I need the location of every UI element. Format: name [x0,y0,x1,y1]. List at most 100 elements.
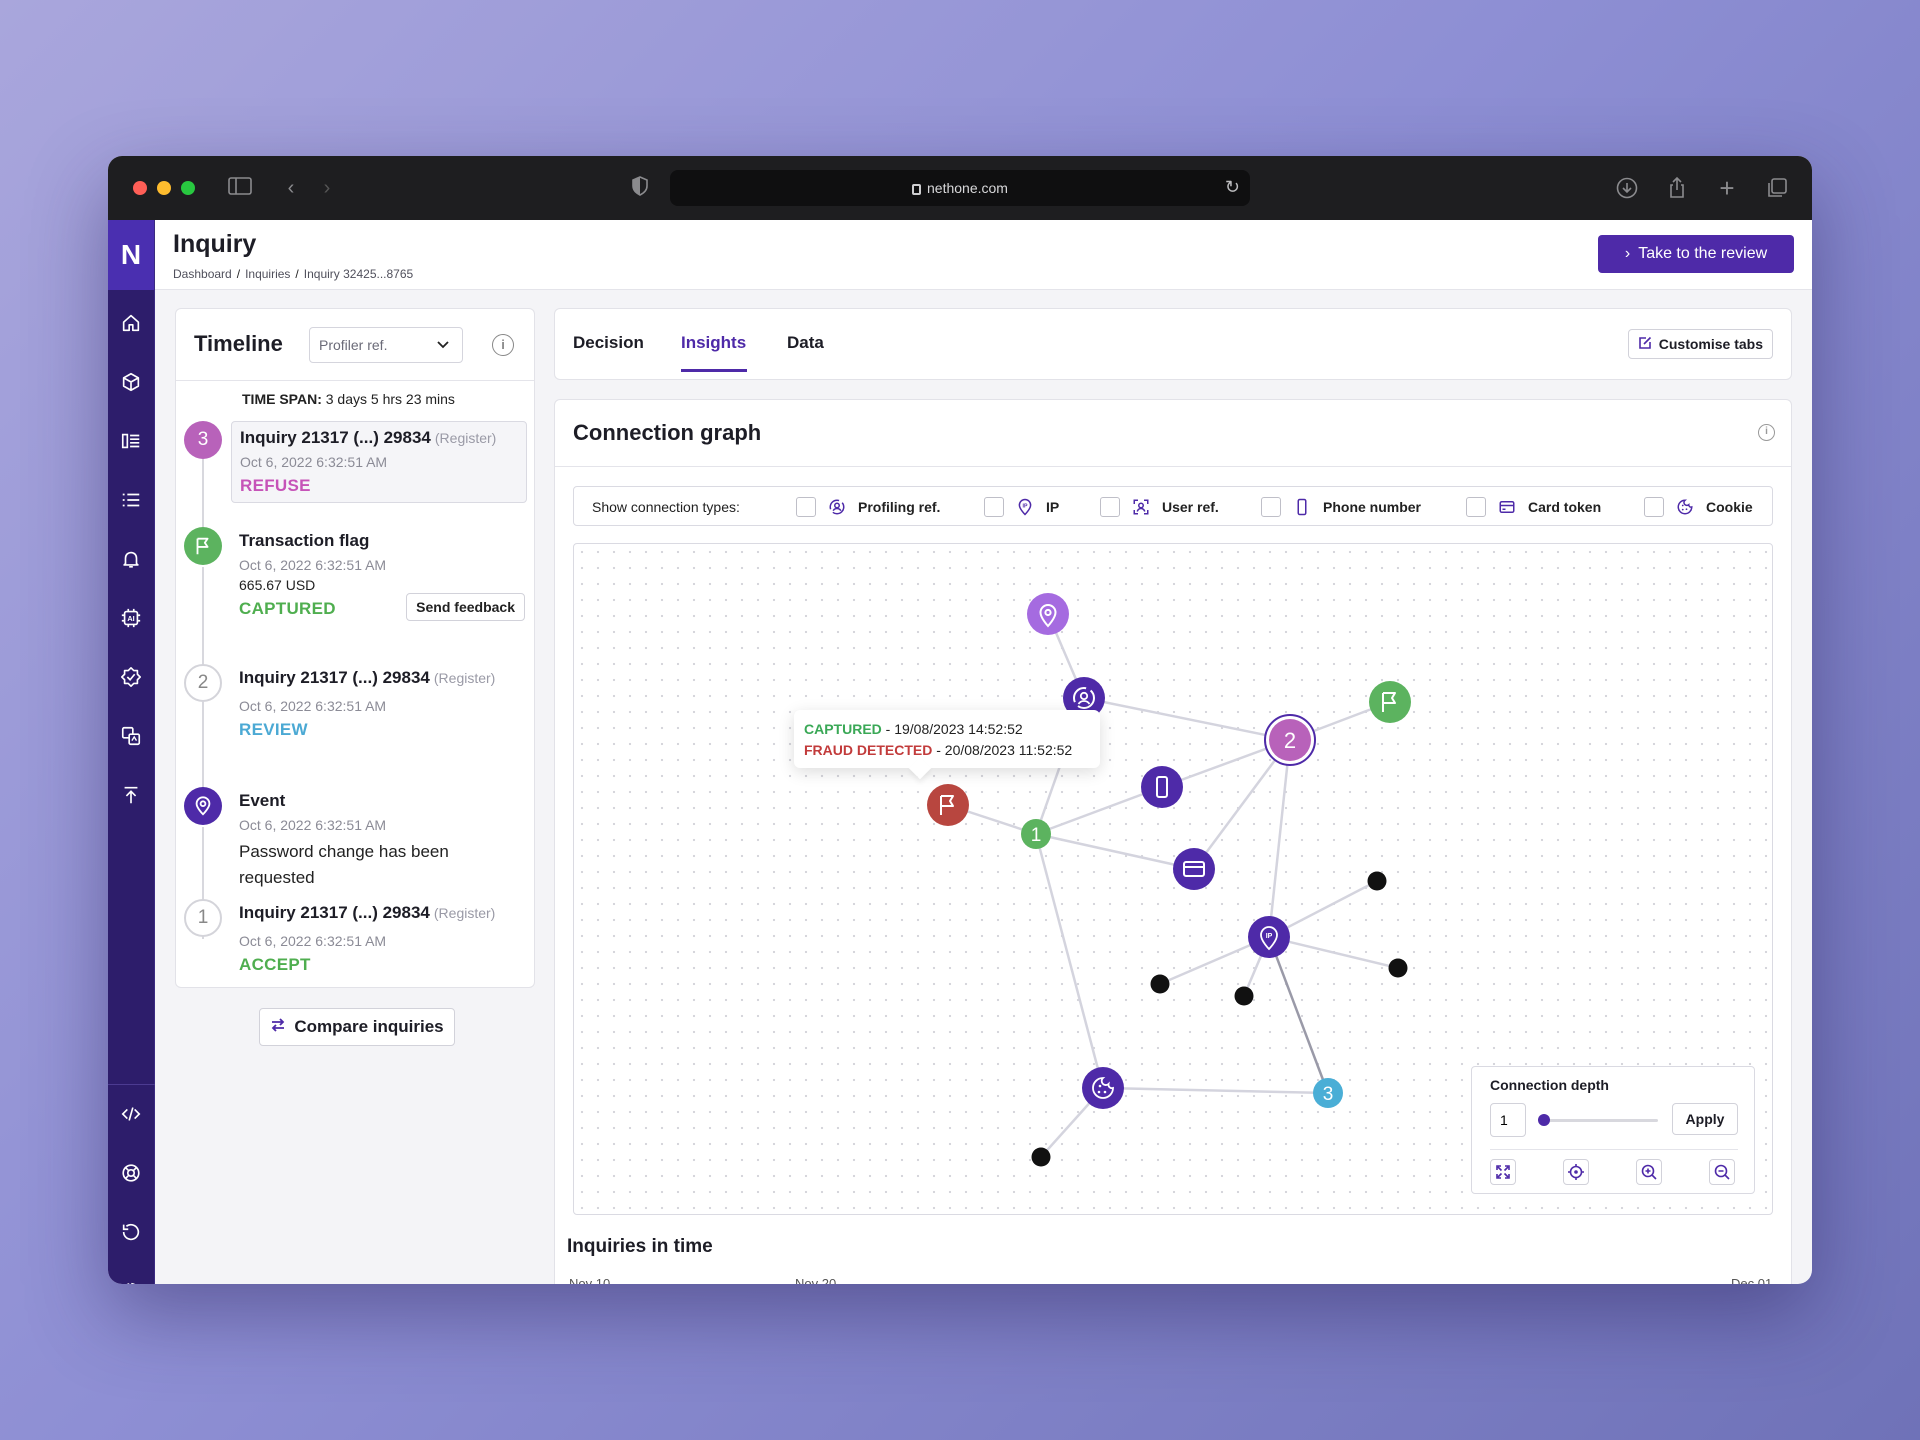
close-window-dot[interactable] [133,181,147,195]
ip-checkbox[interactable] [984,497,1004,517]
tab-insights[interactable]: Insights [681,333,747,352]
maximize-window-dot[interactable] [181,181,195,195]
divider [555,466,1791,467]
back-icon[interactable]: ‹ [287,177,295,199]
filter-card-token[interactable]: Card token [1466,497,1601,517]
tab-decision[interactable]: Decision [573,333,644,352]
reload-icon[interactable]: ↻ [1224,177,1240,197]
timeline-header: Timeline Profiler ref. i [176,309,534,381]
connection-graph-title: Connection graph [573,420,762,445]
compare-inquiries-button[interactable]: Compare inquiries [259,1008,455,1046]
profiling-ref-checkbox[interactable] [796,497,816,517]
node-tooltip: CAPTURED - 19/08/2023 14:52:52 FRAUD DET… [794,710,1100,768]
breadcrumb-dashboard[interactable]: Dashboard [173,267,232,281]
lifebuoy-icon[interactable] [120,1162,144,1186]
tooltip-captured-value: - 19/08/2023 14:52:52 [885,721,1023,737]
list-icon[interactable] [120,489,144,513]
zoom-out-icon[interactable] [1709,1159,1735,1185]
fraud-flag-node-icon [927,784,969,826]
depth-slider-handle[interactable] [1538,1114,1550,1126]
card-token-checkbox[interactable] [1466,497,1486,517]
depth-input[interactable]: 1 [1490,1103,1526,1137]
chevron-right-icon: › [1624,245,1631,262]
time-axis-label: Dec 01 [1731,1276,1773,1284]
info-icon[interactable]: i [492,334,514,356]
phone-number-label: Phone number [1323,499,1422,515]
filter-phone-number[interactable]: Phone number [1261,497,1421,517]
time-axis-label: Nov 10 [569,1276,611,1284]
history-icon[interactable] [120,1221,144,1245]
browser-toolbar: ‹ › nethone.com ↻ + [108,156,1812,220]
svg-text:IP: IP [1023,503,1028,509]
graph-edge [1034,833,1105,1089]
cube-icon[interactable] [120,371,144,395]
cookie-checkbox[interactable] [1644,497,1664,517]
timeline-title: Timeline [194,331,283,356]
ip-label: IP [1046,499,1060,515]
depth-slider-track[interactable] [1540,1119,1658,1122]
timeline-item-transaction-flag: Transaction flag Oct 6, 2022 6:32:51 AM … [239,531,525,621]
connection-graph-canvas[interactable]: 2 1 [573,543,1773,1215]
breadcrumb-inquiries[interactable]: Inquiries [245,267,291,281]
share-icon[interactable] [1664,176,1690,200]
new-tab-icon[interactable]: + [1719,173,1735,203]
graph-leaf-node [1031,1147,1051,1167]
ai-chip-icon[interactable]: AI [120,607,144,631]
timeline-panel: Timeline Profiler ref. i TIME SPAN: 3 da… [175,308,535,988]
filter-cookie[interactable]: Cookie [1644,497,1753,517]
columns-icon[interactable] [120,430,144,454]
filter-ip[interactable]: IP IP [984,497,1059,517]
timeline-item-inquiry-1[interactable]: Inquiry 21317 (...) 29834 (Register) Oct … [239,903,525,975]
settings-icon[interactable] [120,1280,144,1284]
apply-button[interactable]: Apply [1672,1103,1738,1135]
forward-icon[interactable]: › [323,177,331,199]
profiler-select[interactable]: Profiler ref. [309,327,463,363]
graph-edge [1267,739,1292,938]
profiling-ref-icon [829,499,845,515]
sidebar-toggle-icon[interactable] [227,176,253,200]
location-node-icon [1027,593,1069,635]
download-icon[interactable] [1614,176,1640,200]
tooltip-fraud-label: FRAUD DETECTED [804,742,933,758]
timeline-item-inquiry-3[interactable]: Inquiry 21317 (...) 29834 (Register) Oct … [231,421,527,503]
inquiry-node-3-label: 3 [1323,1084,1334,1105]
code-icon[interactable] [120,1103,144,1127]
user-ref-checkbox[interactable] [1100,497,1120,517]
lock-icon [912,183,922,195]
timeline-item-date: Oct 6, 2022 6:32:51 AM [239,698,387,714]
tab-data[interactable]: Data [787,333,824,352]
upload-icon[interactable] [120,784,144,808]
filter-profiling-ref[interactable]: Profiling ref. [796,497,940,517]
connection-graph-panel: Connection graph i Show connection types… [554,399,1792,1284]
send-feedback-button[interactable]: Send feedback [406,593,525,621]
url-text: nethone.com [927,180,1008,196]
svg-text:AI: AI [127,614,134,623]
address-bar[interactable]: nethone.com ↻ [670,170,1250,206]
tab-overview-icon[interactable] [1764,176,1790,200]
take-to-review-button[interactable]: › Take to the review [1598,235,1794,273]
timeline-item-title: Event [239,791,286,810]
flag-node-icon [1369,681,1411,723]
inquiry-node-1-label: 1 [1031,825,1042,846]
connection-depth-panel: Connection depth 1 Apply [1471,1066,1755,1194]
timeline-badge-2: 2 [184,664,222,702]
fit-screen-icon[interactable] [1490,1159,1516,1185]
center-target-icon[interactable] [1563,1159,1589,1185]
chevron-down-icon [436,337,450,353]
timeline-item-inquiry-2[interactable]: Inquiry 21317 (...) 29834 (Register) Oct … [239,668,525,740]
logo[interactable]: N [108,220,154,290]
filter-user-ref[interactable]: User ref. [1100,497,1219,517]
verified-badge-icon[interactable] [120,666,144,690]
zoom-in-icon[interactable] [1636,1159,1662,1185]
timeline-item-title: Transaction flag [239,531,370,550]
home-icon[interactable] [120,312,144,336]
phone-number-checkbox[interactable] [1261,497,1281,517]
timeline-item-title: Inquiry 21317 (...) 29834 (Register) [239,668,496,687]
shield-icon[interactable] [627,176,653,200]
minimize-window-dot[interactable] [157,181,171,195]
bell-icon[interactable] [120,548,144,572]
translate-icon[interactable] [120,725,144,749]
info-icon[interactable]: i [1758,424,1775,441]
customise-tabs-button[interactable]: Customise tabs [1627,329,1773,359]
graph-edge [1035,785,1163,836]
